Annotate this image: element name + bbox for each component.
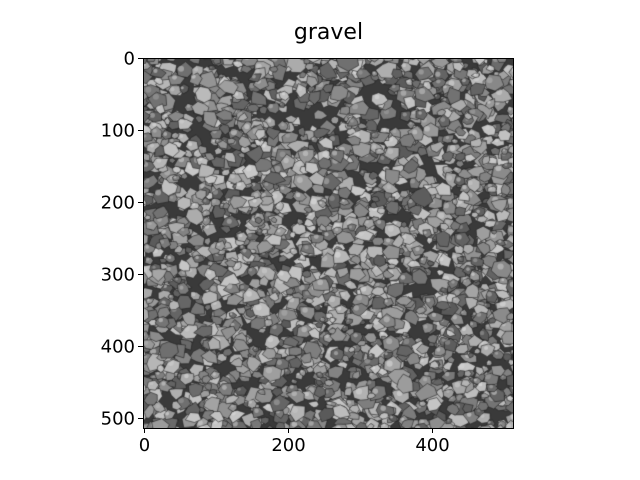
y-tick-label: 100 (100, 120, 135, 141)
image-axes (143, 58, 514, 429)
y-tick-label: 0 (123, 48, 135, 69)
x-tick-label: 0 (138, 435, 151, 456)
x-tick-mark (144, 428, 145, 433)
x-tick-label: 400 (415, 435, 450, 456)
y-tick-label: 300 (100, 264, 135, 285)
x-tick-mark (432, 428, 433, 433)
y-tick-mark (138, 346, 143, 347)
y-tick-mark (138, 202, 143, 203)
y-tick-mark (138, 58, 143, 59)
y-tick-mark (138, 418, 143, 419)
x-tick-label: 200 (271, 435, 306, 456)
x-tick-mark (288, 428, 289, 433)
y-tick-label: 200 (100, 192, 135, 213)
plot-title: gravel (293, 20, 364, 45)
y-tick-mark (138, 274, 143, 275)
gravel-image (144, 59, 513, 428)
y-tick-label: 400 (100, 336, 135, 357)
y-tick-label: 500 (100, 408, 135, 429)
y-tick-mark (138, 130, 143, 131)
